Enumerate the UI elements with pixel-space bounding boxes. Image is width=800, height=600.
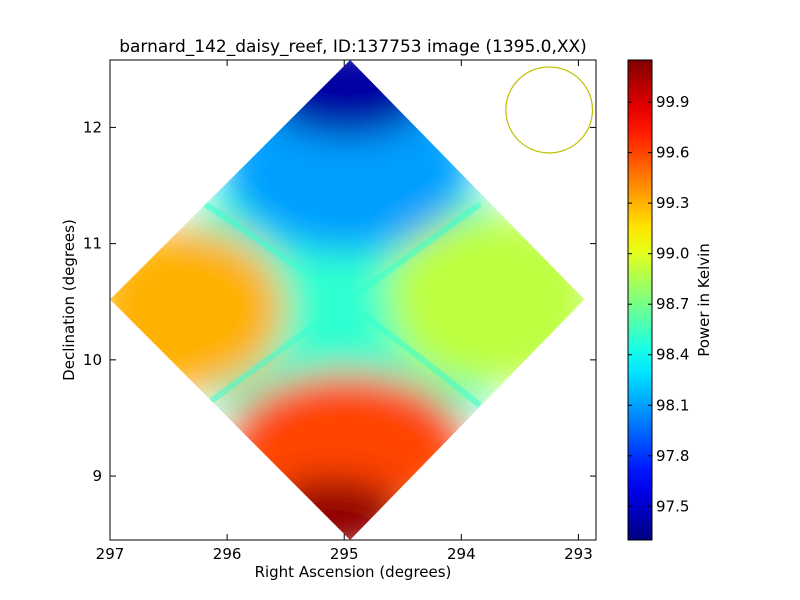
colorbar-ticks: 97.5 97.8 98.1 98.4 98.7 99.0 99.3 99.6 99.9 xyxy=(628,93,689,515)
y-tick-label: 12 xyxy=(83,118,102,136)
colorbar-tick-label: 99.9 xyxy=(656,93,689,111)
colorbar-tick-label: 98.1 xyxy=(656,396,689,414)
y-tick-label: 11 xyxy=(83,235,102,253)
colorbar-tick-label: 99.6 xyxy=(656,144,689,162)
beam-circle xyxy=(505,66,594,154)
y-tick-label: 10 xyxy=(83,351,102,369)
y-tick-label: 9 xyxy=(92,467,102,485)
x-axis-label: Right Ascension (degrees) xyxy=(255,563,452,581)
colorbar-tick-label: 99.0 xyxy=(656,245,689,263)
colorbar-gradient xyxy=(627,59,653,541)
colorbar-tick-label: 97.5 xyxy=(656,497,689,515)
colorbar: 97.5 97.8 98.1 98.4 98.7 99.0 99.3 99.6 99.9 Pow… xyxy=(627,59,713,541)
x-tick-label: 294 xyxy=(447,545,476,563)
x-tick-label: 295 xyxy=(330,545,359,563)
x-tick-label: 297 xyxy=(96,545,125,563)
colorbar-tick-label: 97.8 xyxy=(656,447,689,465)
x-tick-label: 293 xyxy=(564,545,593,563)
plot-area: 297 296 295 294 293 9 10 11 12 xyxy=(83,59,597,563)
colorbar-tick-label: 99.3 xyxy=(656,194,689,212)
x-tick-label: 296 xyxy=(213,545,242,563)
chart-title: barnard_142_daisy_reef, ID:137753 image … xyxy=(119,37,587,57)
y-axis-label: Declination (degrees) xyxy=(60,219,78,381)
colorbar-tick-label: 98.4 xyxy=(656,346,689,364)
colorbar-tick-label: 98.7 xyxy=(656,295,689,313)
colorbar-label: Power in Kelvin xyxy=(695,243,713,357)
x-axis-ticks: 297 296 295 294 293 xyxy=(96,60,593,563)
axes-frame xyxy=(109,59,597,541)
y-axis-ticks: 9 10 11 12 xyxy=(83,118,596,485)
